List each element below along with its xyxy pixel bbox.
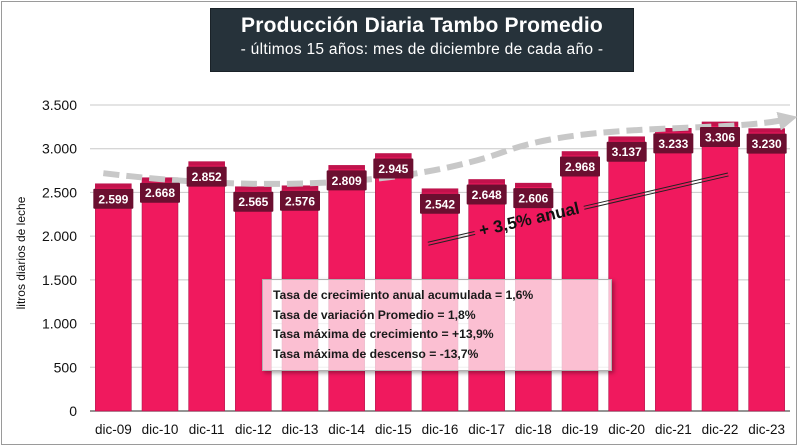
- data-label: 2.852: [192, 170, 222, 184]
- y-axis-label: litros diarios de leche: [14, 196, 28, 309]
- y-axis: 0 500 1.000 1.500 2.000 2.500 3.000 3.500: [42, 97, 77, 419]
- data-label: 3.306: [705, 130, 735, 144]
- data-label: 3.233: [658, 137, 688, 151]
- data-label-box: [233, 191, 274, 212]
- stat-line-growth-accumulated: Tasa de crecimiento anual acumulada = 1,…: [273, 288, 534, 302]
- title-box: Producción Diaria Tambo Promedio - últim…: [210, 8, 634, 72]
- bar-top-cap: [235, 186, 272, 191]
- bar-top-cap: [562, 151, 598, 156]
- bar: [655, 128, 692, 412]
- data-label-box: [606, 141, 647, 162]
- bar: [701, 121, 739, 412]
- data-label-box: [653, 133, 694, 154]
- x-tick-label: dic-21: [655, 422, 692, 437]
- chart-subtitle: - últimos 15 años: mes de diciembre de c…: [240, 41, 604, 58]
- data-label-box: [280, 190, 320, 211]
- data-label: 2.945: [378, 162, 408, 176]
- bar-top-cap: [188, 161, 225, 166]
- data-label: 2.648: [472, 188, 502, 202]
- y-tick-label: 1.500: [42, 272, 77, 288]
- data-label-box: [513, 188, 554, 209]
- value-labels: 2.599 2.668 2.852 2.565 2.576 2.809 2.945 2.542…: [93, 126, 787, 214]
- y-tick-label: 2.000: [42, 228, 77, 244]
- data-label-box: [560, 156, 600, 177]
- data-label: 2.968: [565, 160, 595, 174]
- x-tick-label: dic-23: [748, 422, 785, 437]
- bar-top-cap: [375, 153, 412, 158]
- x-tick-label: dic-18: [515, 422, 552, 437]
- data-label-box: [700, 126, 740, 147]
- data-label-box: [420, 193, 460, 214]
- bar: [748, 128, 785, 412]
- annotation-line: [427, 231, 475, 243]
- data-label: 2.599: [98, 192, 128, 206]
- annotation-line: [584, 175, 729, 210]
- x-tick-label: dic-19: [562, 422, 599, 437]
- stat-line-max-growth: Tasa máxima de crecimiento = +13,9%: [273, 327, 494, 341]
- data-label-box: [186, 166, 227, 187]
- stat-line-max-decline: Tasa máxima de descenso = -13,7%: [273, 346, 479, 361]
- data-label: 2.809: [332, 174, 362, 188]
- bar-top-cap: [468, 179, 505, 184]
- x-tick-label: dic-11: [189, 422, 225, 437]
- data-label: 2.542: [425, 197, 455, 211]
- bar-top-cap: [608, 136, 645, 141]
- annotation-line: [583, 172, 728, 207]
- bar: [141, 177, 179, 412]
- data-label-box: [140, 182, 180, 203]
- data-label-box: [466, 184, 507, 205]
- data-label-box: [373, 158, 414, 179]
- y-tick-label: 2.500: [42, 184, 77, 200]
- x-tick-label: dic-09: [95, 422, 132, 437]
- bar-top-cap: [328, 165, 365, 170]
- data-label-box: [326, 170, 367, 191]
- bar-top-cap: [95, 183, 132, 188]
- data-label: 2.565: [238, 195, 268, 209]
- x-tick-label: dic-14: [328, 422, 365, 437]
- data-label: 2.668: [145, 186, 175, 200]
- x-tick-label: dic-15: [375, 422, 412, 437]
- x-tick-label: dic-12: [235, 422, 272, 437]
- x-tick-label: dic-10: [142, 422, 179, 437]
- x-tick-label: dic-13: [282, 422, 319, 437]
- x-axis-labels: dic-09 dic-10 dic-11 dic-12 dic-13 dic-14 dic-…: [95, 422, 785, 437]
- annotation-line: [428, 233, 476, 246]
- y-tick-label: 500: [54, 359, 78, 375]
- data-label: 3.230: [752, 137, 782, 151]
- x-tick-label: dic-20: [608, 422, 645, 437]
- data-label: 2.576: [285, 194, 315, 208]
- x-tick-label: dic-17: [468, 422, 505, 437]
- bar: [608, 136, 645, 412]
- stat-line-average-variation: Tasa de variación Promedio = 1,8%: [273, 307, 476, 322]
- data-label: 3.137: [612, 145, 642, 159]
- bar-top-cap: [282, 185, 318, 190]
- statistics-box: Tasa de crecimiento anual acumulada = 1,…: [262, 279, 612, 371]
- data-label-box: [746, 133, 787, 154]
- bar: [95, 183, 132, 412]
- bar-top-cap: [422, 188, 458, 193]
- bar: [188, 161, 225, 412]
- chart-title: Producción Diaria Tambo Promedio: [241, 14, 603, 37]
- x-tick-label: dic-22: [702, 422, 739, 437]
- y-tick-label: 3.000: [42, 141, 77, 157]
- y-tick-label: 3.500: [42, 97, 77, 113]
- y-tick-label: 0: [69, 403, 77, 419]
- x-tick-label: dic-16: [422, 422, 459, 437]
- y-tick-label: 1.000: [42, 316, 77, 332]
- bar-top-cap: [748, 128, 785, 133]
- data-label-box: [93, 188, 134, 209]
- data-label: 2.606: [518, 192, 548, 206]
- bar-top-cap: [515, 183, 552, 188]
